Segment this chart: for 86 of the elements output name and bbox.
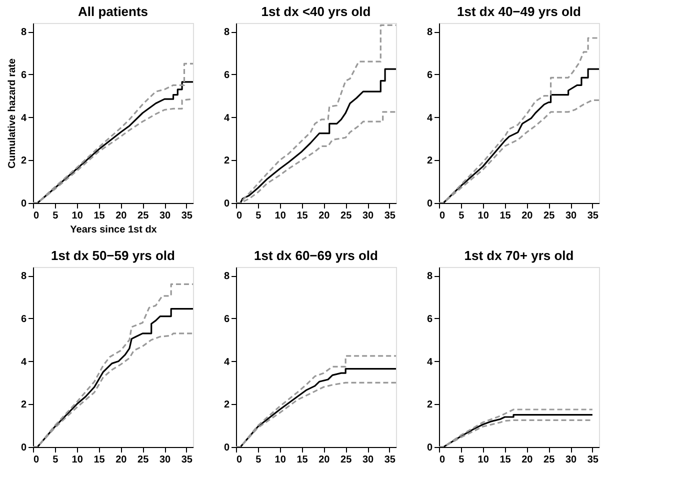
y-tick-label: 4 (224, 112, 230, 124)
x-tick-label: 10 (72, 210, 84, 222)
x-tick-label: 20 (318, 210, 330, 222)
x-tick-label: 15 (296, 454, 308, 466)
y-tick-label: 2 (426, 156, 433, 167)
x-tick-label: 20 (522, 454, 534, 466)
y-tick-label: 2 (20, 400, 27, 411)
x-tick-label: 35 (181, 210, 193, 222)
x-tick-label: 30 (362, 454, 374, 466)
chart-title: 1st dx 60−69 yrs old (254, 248, 378, 263)
x-tick-label: 10 (478, 210, 490, 222)
x-tick-label: 30 (159, 210, 172, 222)
chart-title: 1st dx <40 yrs old (261, 4, 371, 19)
y-tick-label: 0 (224, 198, 230, 210)
y-tick-label: 6 (426, 314, 433, 325)
x-axis-title: Years since 1st dx (70, 224, 158, 236)
y-tick-label: 6 (426, 70, 433, 81)
x-tick-label: 20 (116, 454, 128, 466)
x-tick-label: 15 (500, 454, 512, 466)
x-tick-label: 10 (478, 454, 490, 466)
x-tick-label: 35 (384, 210, 396, 222)
x-tick-label: 15 (94, 454, 106, 466)
x-tick-label: 30 (362, 210, 374, 222)
y-tick-label: 4 (224, 356, 230, 368)
x-tick-label: 20 (318, 454, 330, 466)
y-tick-label: 8 (224, 27, 230, 38)
x-tick-label: 25 (340, 454, 352, 466)
y-tick-label: 2 (426, 400, 433, 411)
y-axis-title: Cumulative hazard rate (6, 58, 18, 169)
y-tick-label: 8 (20, 271, 27, 282)
x-tick-label: 5 (256, 454, 262, 466)
x-tick-label: 35 (181, 454, 193, 466)
x-tick-label: 15 (94, 210, 106, 222)
chart-title: 1st dx 70+ yrs old (464, 248, 574, 263)
y-tick-label: 4 (426, 356, 433, 368)
x-tick-label: 5 (256, 210, 262, 222)
y-tick-label: 8 (20, 27, 27, 38)
y-tick-label: 6 (224, 314, 230, 325)
chart-title: All patients (78, 4, 148, 19)
x-tick-label: 35 (587, 454, 599, 466)
x-tick-label: 25 (544, 210, 556, 222)
x-tick-label: 15 (500, 210, 512, 222)
y-tick-label: 4 (20, 356, 27, 368)
y-tick-label: 0 (224, 442, 230, 454)
x-tick-label: 0 (440, 454, 446, 466)
x-tick-label: 5 (458, 454, 465, 466)
x-tick-label: 0 (34, 210, 40, 222)
y-tick-label: 8 (426, 27, 433, 38)
x-tick-label: 30 (565, 454, 578, 466)
x-tick-label: 10 (274, 210, 286, 222)
y-tick-label: 2 (224, 400, 230, 411)
x-tick-label: 35 (587, 210, 599, 222)
x-tick-label: 5 (458, 210, 465, 222)
y-tick-label: 4 (20, 112, 27, 124)
y-tick-label: 0 (426, 198, 433, 210)
x-tick-label: 10 (72, 454, 84, 466)
x-tick-label: 10 (274, 454, 286, 466)
y-tick-label: 8 (426, 271, 433, 282)
y-tick-label: 4 (426, 112, 433, 124)
x-tick-label: 25 (138, 210, 150, 222)
y-tick-label: 0 (20, 198, 27, 210)
chart-title: 1st dx 40−49 yrs old (457, 4, 582, 19)
x-tick-label: 0 (236, 210, 242, 222)
y-tick-label: 0 (20, 442, 27, 454)
x-tick-label: 0 (440, 210, 446, 222)
x-tick-label: 20 (116, 210, 128, 222)
chart-title: 1st dx 50−59 yrs old (51, 248, 176, 263)
x-tick-label: 0 (34, 454, 40, 466)
x-tick-label: 30 (159, 454, 172, 466)
x-tick-label: 25 (138, 454, 150, 466)
y-tick-label: 2 (20, 156, 27, 167)
x-tick-label: 20 (522, 210, 534, 222)
y-tick-label: 6 (224, 70, 230, 81)
x-tick-label: 0 (236, 454, 242, 466)
y-tick-label: 6 (20, 314, 27, 325)
x-tick-label: 25 (544, 454, 556, 466)
x-tick-label: 15 (296, 210, 308, 222)
y-tick-label: 0 (426, 442, 433, 454)
x-tick-label: 25 (340, 210, 352, 222)
y-tick-label: 6 (20, 70, 27, 81)
x-tick-label: 35 (384, 454, 396, 466)
x-tick-label: 5 (52, 210, 59, 222)
x-tick-label: 30 (565, 210, 578, 222)
x-tick-label: 5 (52, 454, 59, 466)
y-tick-label: 8 (224, 271, 230, 282)
y-tick-label: 2 (224, 156, 230, 167)
